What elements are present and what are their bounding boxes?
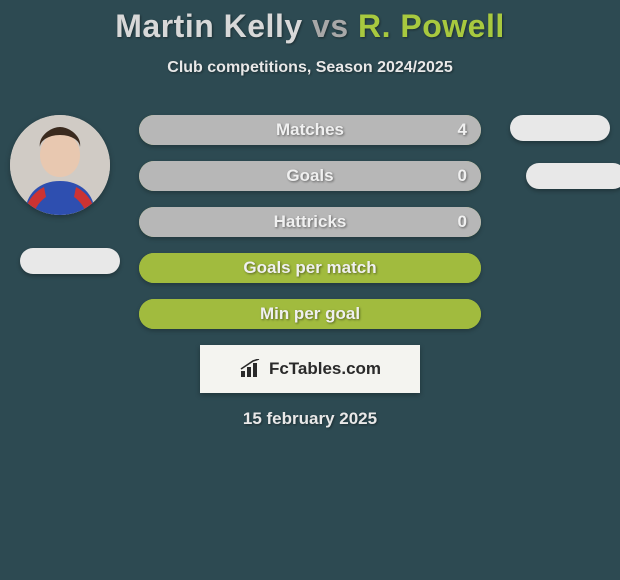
stat-value-p1: 4 [458,115,467,145]
date-label: 15 february 2025 [0,409,620,429]
brand-box: FcTables.com [200,345,420,393]
player2-marker-2 [526,163,620,189]
brand-icon [239,359,263,379]
subtitle: Club competitions, Season 2024/2025 [0,59,620,77]
stat-label: Goals [139,161,481,191]
player2-name: R. Powell [358,8,505,44]
player2-marker-1 [510,115,610,141]
stat-label: Matches [139,115,481,145]
title: Martin Kelly vs R. Powell [0,8,620,45]
stat-label: Min per goal [139,299,481,329]
stat-label: Goals per match [139,253,481,283]
comparison-card: Martin Kelly vs R. Powell Club competiti… [0,0,620,429]
stats-area: Matches4Goals0Hattricks0Goals per matchM… [0,115,620,329]
stat-row: Hattricks0 [139,207,481,237]
stat-row: Goals per match [139,253,481,283]
stat-row: Min per goal [139,299,481,329]
stat-value-p1: 0 [458,161,467,191]
stat-value-p1: 0 [458,207,467,237]
vs-label: vs [312,8,349,44]
player1-marker [20,248,120,274]
stat-row: Matches4 [139,115,481,145]
stat-label: Hattricks [139,207,481,237]
brand-text: FcTables.com [269,359,381,379]
avatar-icon [10,115,110,215]
stat-row: Goals0 [139,161,481,191]
player1-avatar [10,115,110,215]
player1-name: Martin Kelly [115,8,302,44]
